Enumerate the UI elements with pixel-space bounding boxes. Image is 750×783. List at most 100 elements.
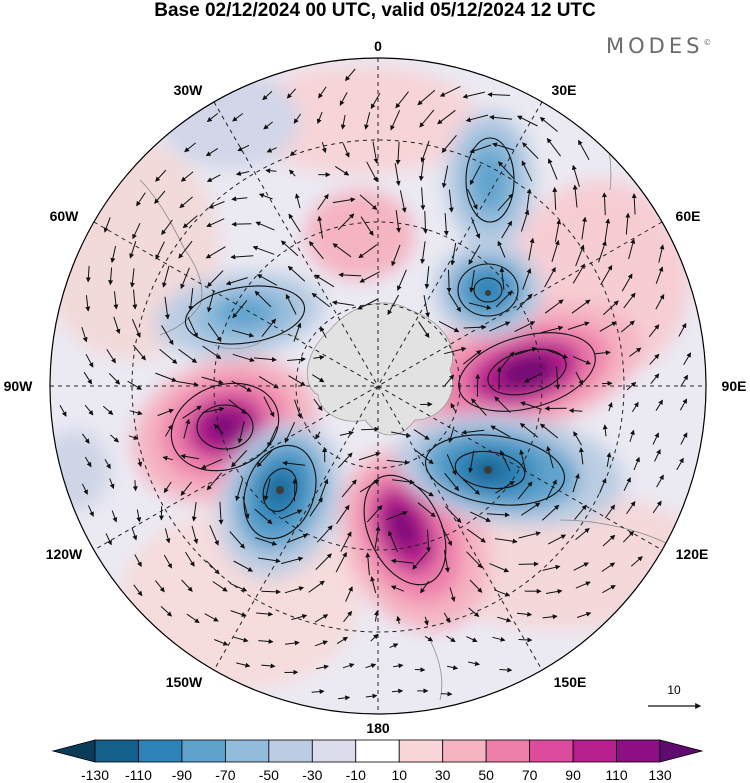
wind-vector-arrow: [332, 197, 356, 204]
wind-vector-arrow: [134, 554, 142, 568]
lon-label-90e: 90E: [722, 378, 747, 394]
wind-vector-arrow: [468, 661, 480, 666]
wind-vector-arrow: [623, 477, 631, 492]
wind-vector-arrow: [206, 290, 215, 313]
wind-vector-arrow: [180, 267, 190, 290]
wind-vector-arrow: [471, 398, 487, 416]
wind-vector-arrow: [365, 693, 378, 699]
wind-vector-arrow: [541, 504, 560, 521]
colorbar-swatch: [442, 739, 487, 763]
wind-vector-arrow: [340, 531, 352, 552]
wind-vector-arrow: [317, 193, 329, 210]
lon-label-180: 180: [366, 720, 390, 736]
wind-vector-arrow: [555, 366, 561, 390]
wind-vector-arrow: [336, 504, 350, 525]
wind-vector-arrow: [519, 449, 527, 472]
wind-vector-arrow: [518, 637, 533, 643]
wind-vector-arrow: [286, 88, 297, 99]
colorbar-swatch: [224, 739, 270, 763]
wind-vector-arrow: [159, 348, 178, 364]
chart-title: Base 02/12/2024 00 UTC, valid 05/12/2024…: [154, 0, 596, 21]
wind-vector-arrow: [332, 243, 352, 258]
wind-vector-arrow: [232, 300, 248, 319]
wind-vector-arrow: [621, 273, 633, 292]
wind-vector-arrow: [468, 244, 481, 265]
wind-vector-arrow: [469, 270, 475, 293]
wind-vector-arrow: [205, 246, 226, 259]
wind-vector-arrow: [314, 274, 335, 288]
wind-vector-arrow: [487, 92, 511, 98]
wind-vector-arrow: [294, 193, 301, 209]
wind-vector-arrow: [164, 424, 173, 437]
map-disc-border: [49, 57, 707, 715]
colorbar-swatch: [398, 739, 444, 763]
wind-vector-arrow: [626, 381, 637, 391]
wind-vector-arrow: [263, 396, 275, 418]
wind-vector-arrow: [629, 347, 642, 357]
wind-vector-arrow: [576, 611, 592, 618]
negative-anomaly-weak: [50, 430, 110, 510]
wind-vector-arrow: [261, 589, 281, 595]
wind-vector-arrow: [622, 530, 635, 543]
lon-label-90w: 90W: [4, 378, 34, 394]
wind-vector-arrow: [129, 268, 135, 288]
wind-vector-arrow: [399, 190, 407, 213]
wind-vector-arrow: [181, 579, 193, 592]
wind-vector-arrow: [339, 430, 354, 436]
wind-vector-arrow: [654, 448, 661, 462]
wind-vector-arrow: [129, 410, 143, 416]
wind-vector-arrow: [157, 408, 175, 417]
wind-vector-arrow: [554, 219, 562, 242]
wind-vector-arrow: [489, 114, 513, 120]
wind-vector-arrow: [649, 353, 660, 365]
wind-vector-arrow: [448, 189, 454, 213]
wind-vector-arrow: [105, 533, 112, 546]
wind-vector-arrow: [208, 201, 225, 209]
wind-vector-arrow: [623, 292, 636, 309]
wind-vector-arrow: [182, 215, 198, 229]
wind-vector-arrow: [191, 501, 197, 522]
wind-vector-arrow: [366, 505, 383, 523]
colorbar-tick-label: -110: [125, 767, 152, 783]
wind-vector-arrow: [370, 92, 381, 110]
low-center-marker: [485, 290, 491, 296]
wind-vector-arrow: [316, 111, 323, 125]
wind-vector-arrow: [206, 113, 219, 123]
wind-vector-arrow: [594, 350, 611, 356]
wind-vector-arrow: [345, 586, 353, 602]
wind-vector-arrow: [162, 455, 174, 461]
wind-vector-arrow: [85, 353, 94, 368]
wind-vector-arrow: [445, 506, 462, 524]
wind-vector-arrow: [321, 141, 327, 154]
wind-vector-arrow: [470, 217, 481, 239]
wind-vector-arrow: [462, 479, 480, 495]
wind-vector-arrow: [678, 322, 687, 337]
wind-vector-arrow: [523, 373, 541, 383]
wind-vector-arrow: [391, 479, 415, 485]
wind-vector-arrow: [515, 347, 538, 356]
lon-label-150w: 150W: [166, 674, 203, 690]
wind-vector-arrow: [388, 530, 398, 552]
wind-vector-arrow: [309, 497, 323, 517]
contour-line: [465, 137, 515, 223]
colorbar-tick-label: 70: [522, 767, 538, 783]
wind-vector-arrow: [540, 325, 564, 334]
wind-vector-arrow: [314, 614, 329, 623]
wind-vector-arrow: [443, 374, 455, 388]
wind-vector-arrow: [518, 531, 541, 539]
wind-vector-arrow: [448, 292, 461, 313]
wind-vector-arrow: [520, 401, 542, 410]
colorbar-swatch: [485, 739, 531, 763]
wind-vector-arrow: [486, 512, 510, 518]
wind-vector-arrow: [571, 164, 580, 187]
wind-vector-arrow: [574, 504, 587, 520]
wind-vector-arrow: [395, 91, 409, 109]
wind-vector-arrow: [420, 580, 430, 594]
wind-vector-arrow: [343, 610, 353, 623]
wind-vector-arrow: [571, 299, 591, 314]
wind-vector-arrow: [390, 585, 404, 592]
longitude-labels: 0 30E 60E 90E 120E 150E 180 150W 120W 90…: [4, 38, 747, 736]
wind-vector-arrow: [446, 269, 452, 293]
wind-vector-arrow: [359, 271, 380, 283]
